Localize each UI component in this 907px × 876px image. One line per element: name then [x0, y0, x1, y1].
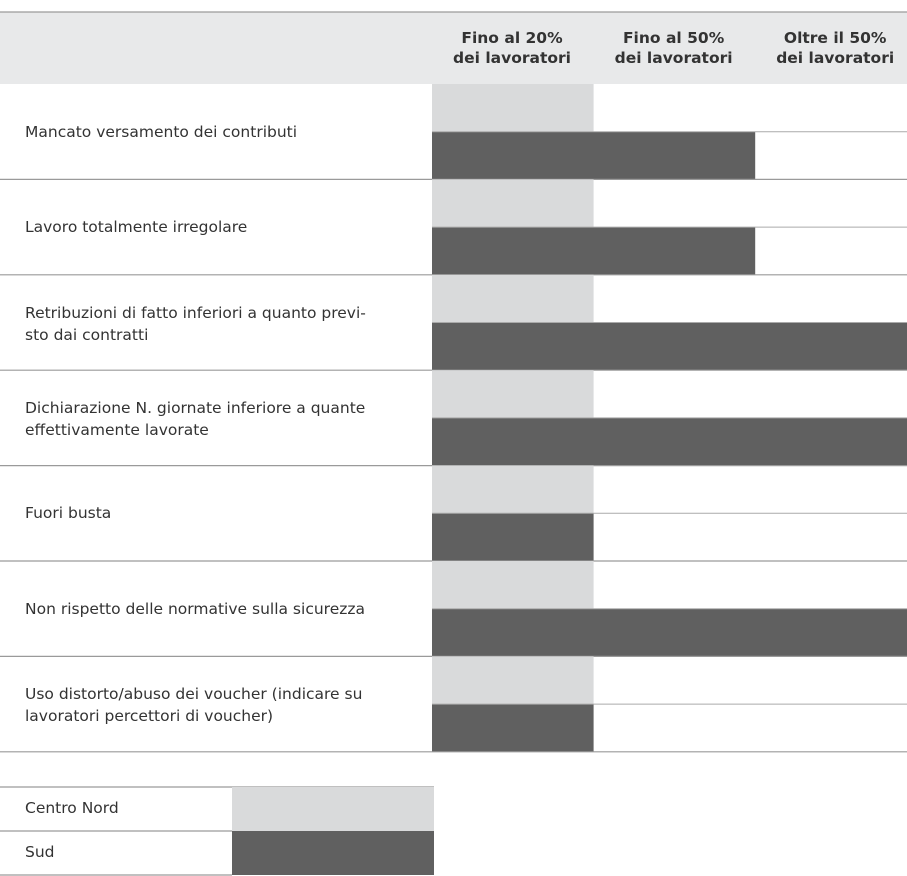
- column-header: Oltre il 50% dei lavoratori: [776, 29, 895, 67]
- legend-label: Sud: [25, 843, 55, 861]
- category-label: Uso distorto/abuso dei voucher (indicare…: [25, 685, 363, 726]
- bar-centro-nord: [432, 179, 594, 228]
- bar-sud: [432, 608, 907, 657]
- bar-centro-nord: [432, 370, 594, 418]
- bar-sud: [432, 322, 907, 371]
- bar-sud: [432, 227, 756, 275]
- category-label: Dichiarazione N. giornate inferiore a qu…: [25, 398, 366, 439]
- legend-swatch: [232, 831, 434, 875]
- bar-sud: [432, 704, 594, 752]
- bar-centro-nord: [432, 84, 594, 132]
- bar-centro-nord: [432, 561, 594, 609]
- category-label: Non rispetto delle normative sulla sicur…: [25, 599, 366, 618]
- legend-swatch: [232, 787, 434, 831]
- category-label: Fuori busta: [25, 504, 112, 523]
- bar-centro-nord: [432, 465, 594, 514]
- legend-label: Centro Nord: [25, 799, 119, 817]
- bar-sud: [432, 131, 756, 180]
- bar-sud: [432, 513, 594, 561]
- category-label: Mancato versamento dei contributi: [25, 122, 298, 141]
- column-header: Fino al 20% dei lavoratori: [453, 29, 571, 67]
- bar-centro-nord: [432, 274, 594, 323]
- bar-sud: [432, 417, 907, 466]
- category-label: Retribuzioni di fatto inferiori a quanto…: [25, 303, 366, 344]
- bar-centro-nord: [432, 656, 594, 705]
- column-header: Fino al 50% dei lavoratori: [614, 29, 733, 67]
- category-label: Lavoro totalmente irregolare: [25, 218, 248, 237]
- header-band: [0, 12, 907, 84]
